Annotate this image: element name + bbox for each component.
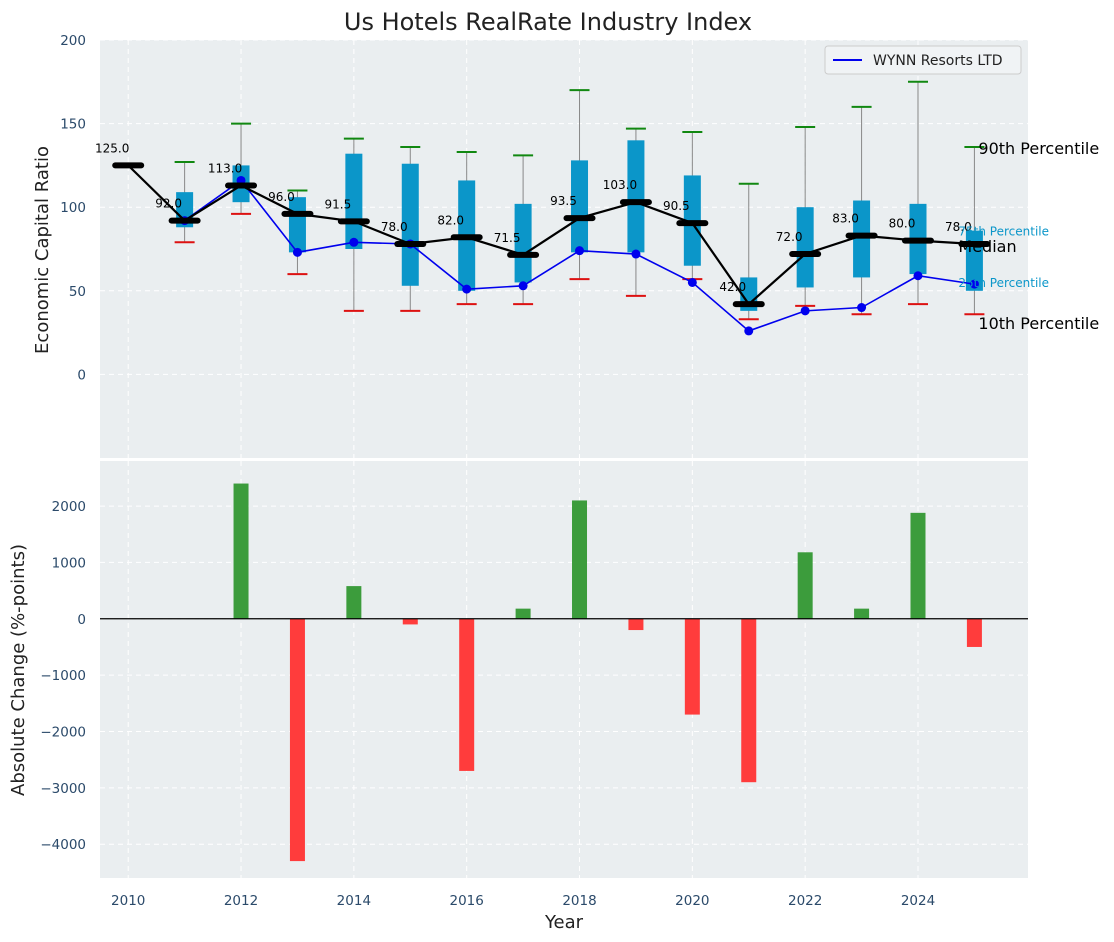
company-point [744, 326, 754, 336]
median-value-label: 83.0 [832, 212, 859, 226]
change-bar [741, 618, 757, 783]
median-line [127, 164, 975, 306]
median-value-label: 78.0 [381, 220, 408, 234]
x-tick-label: 2012 [224, 893, 258, 909]
change-bar [854, 608, 870, 619]
bottom-plot-area [100, 461, 1028, 878]
legend-label: WYNN Resorts LTD [873, 53, 1003, 69]
company-point [462, 284, 472, 294]
top-y-axis-label: Economic Capital Ratio [32, 146, 53, 354]
median-value-label: 71.5 [494, 231, 521, 245]
bottom-y-tick-label: −4000 [40, 837, 86, 853]
legend-box [824, 45, 1022, 75]
change-bar [966, 618, 982, 647]
change-bar [233, 483, 249, 619]
x-tick-label: 2016 [450, 893, 484, 909]
median-value-label: 125.0 [95, 141, 129, 155]
top-y-tick-label: 100 [60, 200, 86, 216]
bottom-y-tick-label: −3000 [40, 781, 86, 797]
x-tick-label: 2024 [901, 893, 935, 909]
median-value-label: 113.0 [208, 161, 242, 175]
iqr-box [401, 163, 419, 286]
x-tick-label: 2020 [675, 893, 709, 909]
top-y-tick-label: 150 [60, 117, 86, 133]
median-value-label: 90.5 [663, 199, 690, 213]
median-value-label: 93.5 [550, 194, 577, 208]
median-value-label: 42.0 [719, 280, 746, 294]
bottom-panel: −4000 −3000 −2000 −1000 0 1000 2000 2010 2012 201… [40, 461, 1028, 909]
top-y-tick-label: 50 [69, 284, 86, 300]
top-y-tick-label: 0 [77, 367, 86, 383]
x-tick-label: 2022 [788, 893, 822, 909]
annotation-10th: 10th Percentile [978, 314, 1099, 333]
x-tick-label: 2014 [337, 893, 371, 909]
median-value-label: 103.0 [603, 178, 637, 192]
median-value-label: 72.0 [776, 230, 803, 244]
company-point [631, 249, 641, 259]
company-point [687, 277, 697, 287]
change-bar [515, 608, 531, 619]
bottom-y-tick-label: −1000 [40, 668, 86, 684]
company-point [800, 306, 810, 316]
top-y-tick-label: 200 [60, 33, 86, 49]
chart-title: Us Hotels RealRate Industry Index [344, 8, 752, 36]
annotation-75th: 75th Percentile [958, 225, 1049, 239]
bottom-y-axis-label: Absolute Change (%-points) [8, 544, 29, 796]
iqr-box [853, 200, 871, 278]
change-bar [346, 586, 362, 619]
iqr-box [571, 160, 589, 253]
x-tick-label: 2018 [562, 893, 596, 909]
x-tick-label: 2010 [111, 893, 145, 909]
legend: WYNN Resorts LTD [824, 45, 1022, 75]
median-value-label: 80.0 [889, 217, 916, 231]
company-point [969, 279, 979, 289]
bottom-y-tick-label: −2000 [40, 724, 86, 740]
bottom-y-tick-label: 2000 [52, 499, 86, 515]
change-bar [797, 552, 813, 619]
company-point [575, 246, 585, 256]
change-bar [684, 618, 700, 715]
company-point [857, 303, 867, 313]
company-point [349, 237, 359, 247]
median-value-label: 96.0 [268, 190, 295, 204]
change-bar [459, 618, 475, 771]
iqr-box [345, 153, 363, 249]
bottom-y-tick-label: 0 [77, 612, 86, 628]
median-value-label: 82.0 [437, 213, 464, 227]
annotation-25th: 25th Percentile [958, 276, 1049, 290]
median-value-label: 78.0 [945, 220, 972, 234]
top-plot-area [100, 40, 1028, 458]
change-bar [572, 500, 588, 619]
median-value-label: 92.0 [155, 197, 182, 211]
change-bar [628, 618, 644, 631]
annotation-median: Median [958, 237, 1016, 256]
company-point [292, 247, 302, 257]
iqr-box [796, 207, 814, 288]
iqr-box [514, 203, 532, 283]
change-bar [289, 618, 305, 862]
median-value-label: 91.5 [325, 197, 352, 211]
bottom-y-tick-label: 1000 [52, 555, 86, 571]
annotation-90th: 90th Percentile [978, 139, 1099, 158]
x-axis-label: Year [544, 912, 584, 933]
company-point [913, 271, 923, 281]
top-panel: 0 50 100 150 200 125.0 92.0 113.0 96.0 91.5 78.0 82… [60, 33, 1099, 458]
company-point [518, 281, 528, 291]
change-bar [910, 512, 926, 619]
change-bar [402, 618, 418, 625]
iqr-box [627, 140, 645, 253]
